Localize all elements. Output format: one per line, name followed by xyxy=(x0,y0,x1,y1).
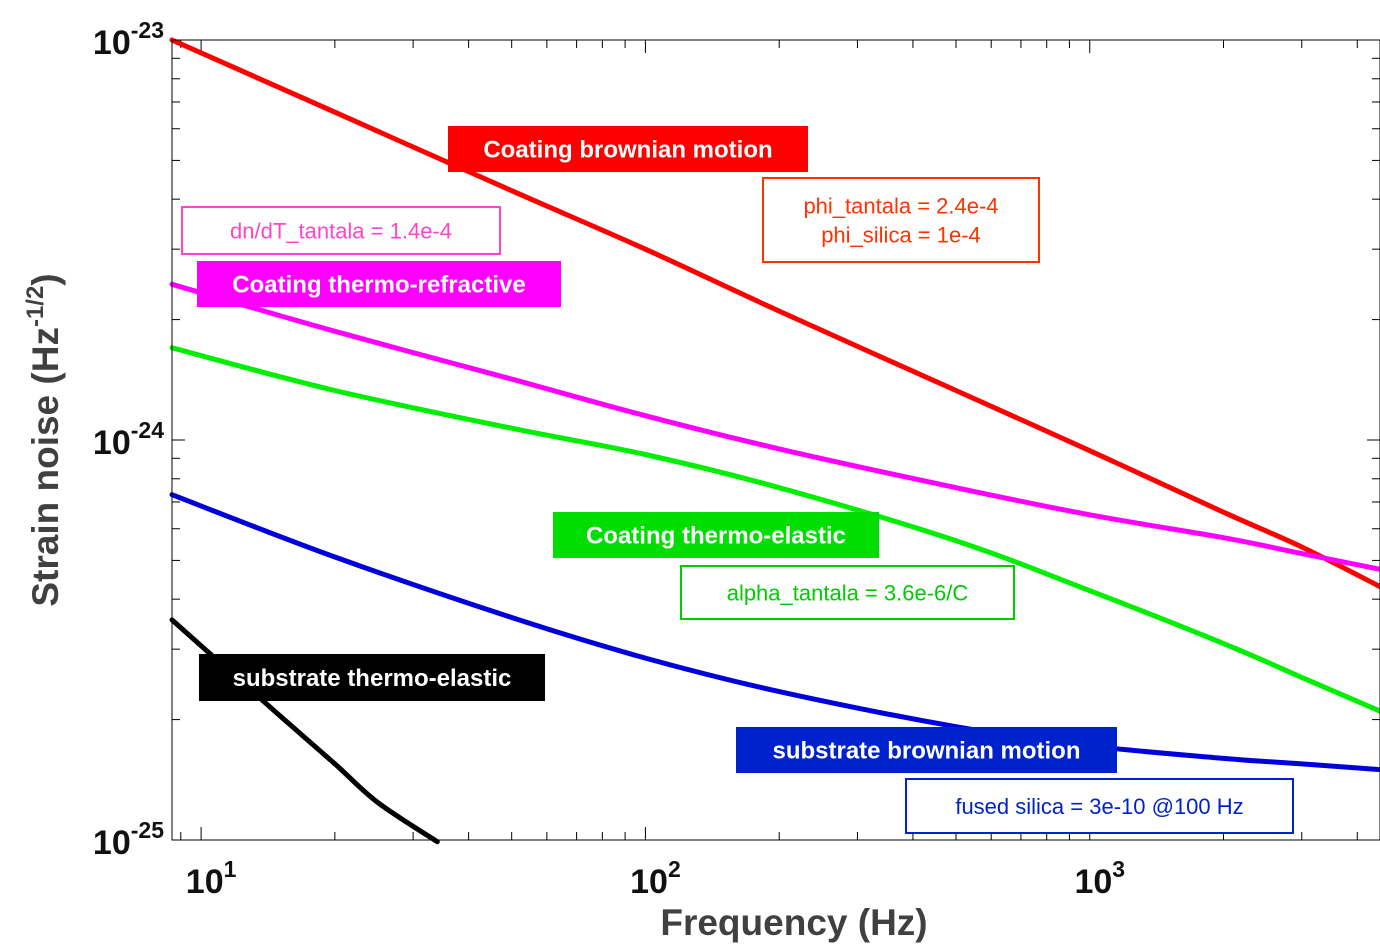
x-tick-label: 101 xyxy=(186,856,237,901)
series-line-coating-brownian-motion xyxy=(169,37,1380,590)
annotation-text: alpha_tantala = 3.6e-6/C xyxy=(727,580,969,605)
annotation-text: Coating brownian motion xyxy=(483,137,772,164)
series-layer xyxy=(169,37,1380,845)
annotation-box: substrate thermo-elastic xyxy=(199,654,545,701)
annotations: Coating brownian motion phi_tantala = 2.4… xyxy=(181,126,1294,834)
series-line-substrate-brownian-motion xyxy=(169,492,1380,773)
y-axis-title-exponent: -1/2 xyxy=(22,286,49,327)
y-tick-label: 10-24 xyxy=(93,417,164,462)
annotation-text: dn/dT_tantala = 1.4e-4 xyxy=(230,218,452,243)
series-line-coating-thermo-refractive xyxy=(169,281,1380,572)
annotation-background xyxy=(762,177,1040,263)
annotation-box: Coating thermo-elastic xyxy=(553,512,879,558)
x-tick-label: 103 xyxy=(1074,856,1125,901)
series-line-substrate-thermo-elastic xyxy=(169,617,440,845)
y-tick-label-base: 10 xyxy=(93,424,131,462)
y-tick-label-exponent: -25 xyxy=(131,817,164,843)
y-tick-label: 10-23 xyxy=(93,17,164,62)
annotation-box: substrate brownian motion xyxy=(736,727,1117,773)
plot-frame xyxy=(171,39,1380,841)
annotation-box: Coating thermo-refractive xyxy=(197,261,561,307)
y-tick-label-exponent: -23 xyxy=(131,17,164,43)
annotation-text: fused silica = 3e-10 @100 Hz xyxy=(955,794,1243,819)
x-tick-label-exponent: 2 xyxy=(668,856,681,882)
annotation-text: substrate brownian motion xyxy=(772,738,1080,765)
x-tick-label-exponent: 1 xyxy=(224,856,237,882)
annotation-background xyxy=(197,261,561,307)
y-tick-label: 10-25 xyxy=(93,817,164,862)
x-tick-label-base: 10 xyxy=(630,863,668,901)
annotation-background xyxy=(736,727,1117,773)
x-tick-label: 102 xyxy=(630,856,681,901)
annotation-box: Coating brownian motion xyxy=(448,126,808,172)
x-tick-label-base: 10 xyxy=(1074,863,1112,901)
annotation-box: alpha_tantala = 3.6e-6/C xyxy=(680,565,1015,620)
annotation-text: substrate thermo-elastic xyxy=(233,665,512,692)
annotation-text: Coating thermo-elastic xyxy=(586,523,846,550)
y-tick-label-base: 10 xyxy=(93,824,131,862)
annotation-box: dn/dT_tantala = 1.4e-4 xyxy=(181,206,501,255)
x-axis-title: Frequency (Hz) xyxy=(660,902,927,943)
y-tick-label-exponent: -24 xyxy=(131,417,164,443)
x-tick-label-base: 10 xyxy=(186,863,224,901)
annotation-background xyxy=(905,778,1294,834)
annotation-text: phi_tantala = 2.4e-4 xyxy=(803,193,998,218)
series-line-coating-thermo-elastic xyxy=(169,345,1380,714)
annotation-background xyxy=(553,512,879,558)
y-axis-title-close: ) xyxy=(25,273,66,285)
y-axis-title-main: Strain noise (Hz xyxy=(25,327,66,607)
annotation-background xyxy=(448,126,808,172)
annotation-text: phi_silica = 1e-4 xyxy=(821,222,981,247)
annotation-background xyxy=(680,565,1015,620)
x-tick-label-exponent: 3 xyxy=(1112,856,1125,882)
annotation-box: fused silica = 3e-10 @100 Hz xyxy=(905,778,1294,834)
annotation-background xyxy=(181,206,501,255)
y-tick-label-base: 10 xyxy=(93,24,131,62)
annotation-background xyxy=(199,654,545,701)
annotation-text: Coating thermo-refractive xyxy=(232,272,525,299)
y-axis-title: Strain noise (Hz-1/2) xyxy=(22,273,66,606)
annotation-box: phi_tantala = 2.4e-4 phi_silica = 1e-4 xyxy=(762,177,1040,263)
